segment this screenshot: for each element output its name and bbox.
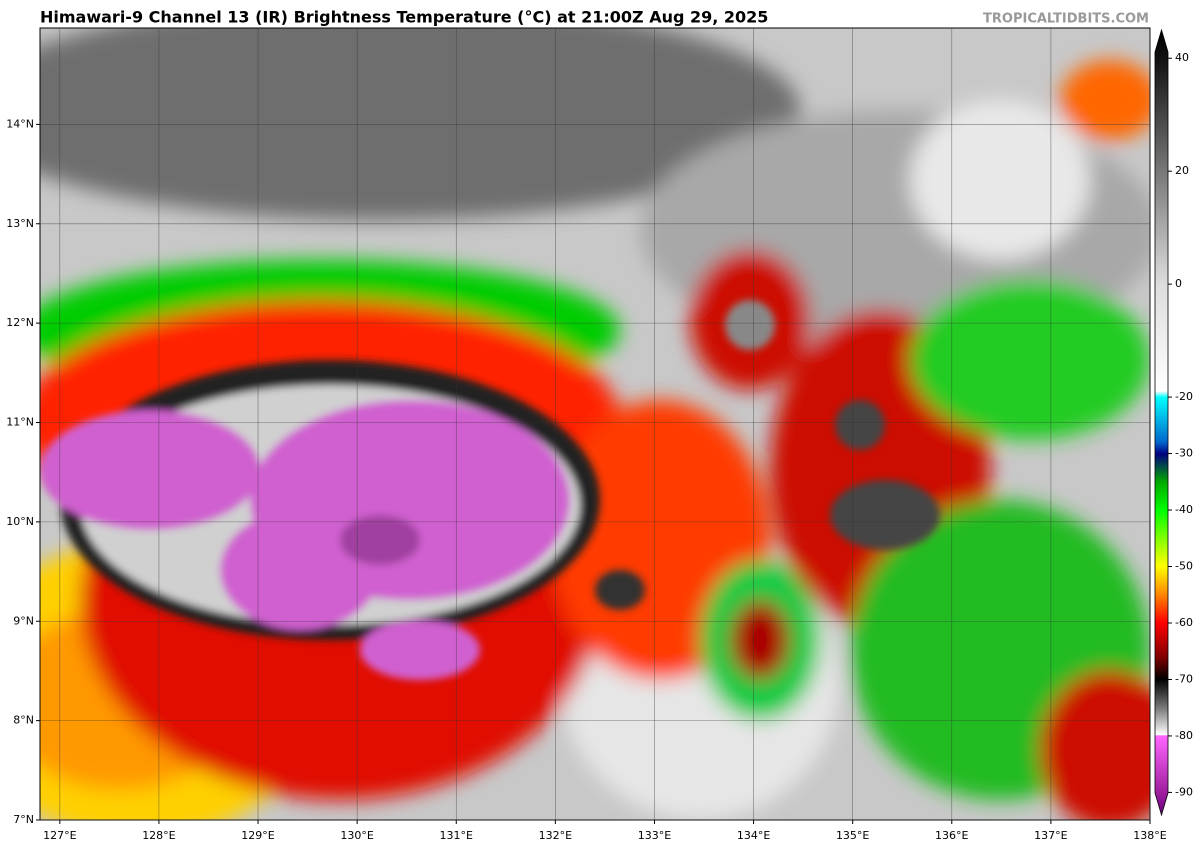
colorbar-label: 40	[1175, 51, 1189, 64]
colorbar-label: -40	[1175, 503, 1193, 516]
lon-label: 128°E	[142, 829, 175, 842]
colorbar-label: -90	[1175, 785, 1193, 798]
lat-label: 9°N	[13, 614, 34, 627]
colorbar-scale	[1154, 28, 1169, 817]
lat-label: 10°N	[6, 515, 34, 528]
lon-label: 132°E	[539, 829, 572, 842]
lat-label: 7°N	[13, 813, 34, 826]
lon-label: 137°E	[1034, 829, 1067, 842]
colorbar-label: -70	[1175, 672, 1193, 685]
lon-label: 127°E	[43, 829, 76, 842]
credit: TROPICALTIDBITS.COM	[983, 12, 1149, 27]
lon-label: 135°E	[836, 829, 869, 842]
lat-label: 12°N	[6, 316, 34, 329]
lon-label: 130°E	[340, 829, 373, 842]
colorbar-label: 20	[1175, 164, 1189, 177]
lat-label: 11°N	[6, 416, 34, 429]
colorbar-label: -60	[1175, 616, 1193, 629]
colorbar-label: -30	[1175, 447, 1193, 460]
colorbar-label: -50	[1175, 560, 1193, 573]
lat-label: 13°N	[6, 217, 34, 230]
map-title: Himawari-9 Channel 13 (IR) Brightness Te…	[40, 8, 768, 27]
lon-label: 136°E	[935, 829, 968, 842]
colorbar-label: 0	[1175, 277, 1182, 290]
colorbar-label: -80	[1175, 729, 1193, 742]
colorbar-label: -20	[1175, 390, 1193, 403]
lat-label: 14°N	[6, 117, 34, 130]
lon-label: 138°E	[1133, 829, 1166, 842]
graticule: 127°E 128°E 129°E 130°E 131°E 132°E 133°E 134°E…	[6, 28, 1167, 842]
lon-label: 134°E	[737, 829, 770, 842]
lat-label: 8°N	[13, 714, 34, 727]
lon-label: 133°E	[638, 829, 671, 842]
colorbar: 40 20 0 -20 -30 -40 -50 -60 -70 -80 -90	[1154, 28, 1193, 817]
lon-label: 129°E	[241, 829, 274, 842]
satellite-imagery	[40, 28, 1150, 820]
lon-label: 131°E	[440, 829, 473, 842]
